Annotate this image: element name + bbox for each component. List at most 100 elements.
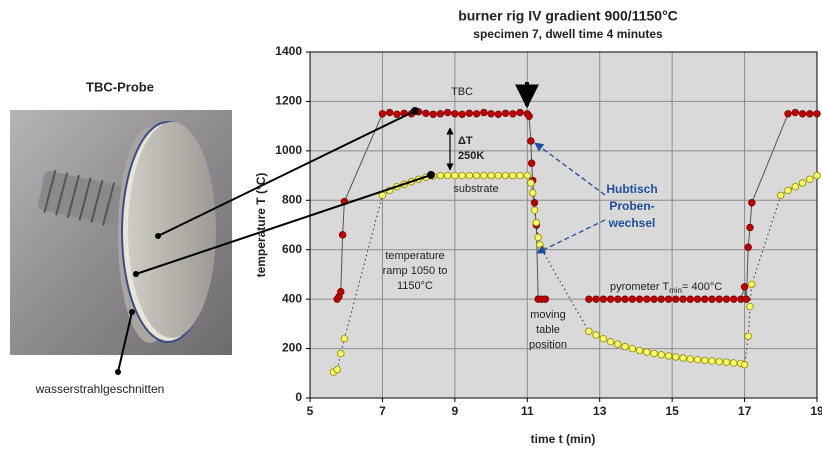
chart-subtitle: specimen 7, dwell time 4 minutes [473,27,663,41]
data-point [730,295,738,303]
data-point [472,171,481,180]
data-point [494,171,503,180]
data-point [777,191,785,200]
data-point [628,295,637,303]
photo-label: wasserstrahlgeschnitten [35,382,165,396]
data-point [501,171,510,180]
data-point [643,348,651,356]
data-point [487,171,495,180]
plot-area: 0 200 400 600 800 1000 1200 1400 5 7 9 11 13 15 17 19 [275,44,822,418]
data-point [494,110,503,118]
data-point [798,110,807,118]
data-point [748,199,756,207]
data-point [451,110,459,118]
data-point [740,360,749,369]
data-point [429,110,437,118]
data-point [501,109,510,117]
data-point [509,171,517,180]
data-point [529,189,537,197]
data-point [701,295,709,303]
blue-arrow [534,142,606,196]
data-point [715,357,723,366]
data-point [340,334,349,343]
data-point [791,108,799,117]
data-point [806,110,814,118]
data-point [744,243,752,251]
series-label: TBC [451,86,473,98]
pointer-lines [117,110,432,373]
data-point [693,355,702,364]
data-point [643,295,651,303]
data-point [672,353,680,361]
x-tick-label: 7 [379,404,386,418]
data-point [628,344,637,353]
data-point [465,171,474,180]
data-point [422,109,430,117]
plot-background [310,52,817,398]
annotation-part: pyrometer T [610,281,669,293]
data-point [813,171,821,180]
data-point [744,332,752,340]
data-point [541,295,550,303]
annotation: pyrometer Tmin= 400°C [610,281,722,295]
y-tick-label: 1400 [275,44,302,58]
annotation: 250K [458,150,484,162]
data-point [679,354,687,362]
data-point [784,186,792,195]
data-point [715,295,723,303]
data-point [730,359,738,367]
data-point [791,182,799,191]
data-point [592,331,600,339]
data-point [657,295,665,303]
y-tick-label: 0 [295,390,302,404]
data-point [443,108,452,117]
data-point [664,352,673,360]
data-point [672,295,680,303]
data-point [693,295,702,303]
data-point [451,171,459,180]
data-point [657,351,665,359]
data-point [527,137,535,145]
blue-arrow [536,219,606,254]
annotation: Hubtisch [606,182,657,196]
y-axis-label: temperature T (°C) [254,173,268,278]
data-point [472,110,481,118]
data-point [393,110,401,118]
data-point [530,206,539,214]
data-point [686,295,694,303]
data-point [686,355,694,363]
plot-frame [309,51,818,399]
data-point [798,179,807,187]
data-point [527,179,535,187]
data-point [722,295,731,303]
annotation: temperature [385,250,444,262]
data-point [480,108,488,117]
x-tick-label: 9 [452,404,459,418]
series-label: substrate [453,183,498,195]
data-point [337,288,345,296]
data-point [614,295,622,303]
data-point [701,356,709,365]
data-point [742,295,751,303]
data-point [746,223,754,232]
data-point [458,171,466,180]
data-point [534,233,542,242]
data-point [585,295,593,303]
x-tick-label: 11 [521,404,534,418]
data-point [784,110,792,118]
data-point [806,175,814,183]
data-point [530,199,539,207]
data-point [338,231,347,239]
data-point [333,365,341,374]
data-point [436,171,445,180]
annotation: table [536,324,560,336]
photo-title: TBC-Probe [86,79,154,94]
data-point [436,110,445,118]
data-point [523,171,531,180]
data-point [740,283,749,291]
x-tick-label: 17 [738,404,752,418]
data-point [635,346,644,355]
data-point [527,159,536,167]
data-point [585,327,593,335]
data-point [516,108,524,117]
